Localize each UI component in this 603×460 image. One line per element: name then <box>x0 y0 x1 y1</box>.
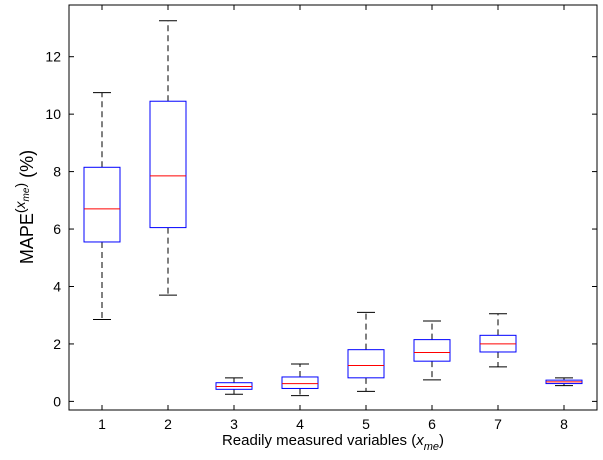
y-axis-label: MAPE(xme) (%) <box>12 150 37 264</box>
y-tick-label: 6 <box>53 221 61 237</box>
box-2 <box>149 20 187 296</box>
x-tick-label: 4 <box>296 416 304 432</box>
y-axis-label-var: x <box>12 200 28 209</box>
x-tick-label: 8 <box>560 416 568 432</box>
y-tick-label: 8 <box>53 164 61 180</box>
box-body <box>347 349 385 379</box>
y-tick-label: 10 <box>45 106 61 122</box>
y-axis-label-unit: (%) <box>17 150 37 178</box>
y-tick-label: 0 <box>53 393 61 409</box>
box-8 <box>545 377 583 387</box>
x-tick-label: 5 <box>362 416 370 432</box>
x-axis-label-var: x <box>415 432 424 449</box>
box-3 <box>215 377 253 395</box>
x-tick-label: 3 <box>230 416 238 432</box>
y-axis-label-sub: me <box>21 187 32 201</box>
x-axis-label-sub: me <box>424 441 439 453</box>
box-body <box>281 376 319 389</box>
y-axis-ticks: 0 2 4 6 8 10 12 <box>45 49 597 409</box>
box-body <box>149 100 187 229</box>
y-axis-label-text: MAPE <box>17 213 37 264</box>
box-7 <box>479 313 517 368</box>
x-tick-label: 2 <box>164 416 172 432</box>
box-1 <box>83 92 121 321</box>
y-axis-label-paren-close: ) <box>12 183 28 188</box>
box-body <box>413 339 451 362</box>
y-tick-label: 12 <box>45 49 61 65</box>
y-tick-label: 2 <box>53 336 61 352</box>
x-axis-label-text: Readily measured variables ( <box>222 432 416 449</box>
y-tick-label: 4 <box>53 278 61 294</box>
plot-area <box>68 4 598 411</box>
y-axis-label-paren-open: ( <box>12 208 28 213</box>
x-axis-label: Readily measured variables (xme) <box>222 432 444 453</box>
box-5 <box>347 311 385 392</box>
x-tick-label: 1 <box>98 416 106 432</box>
x-axis-label-close: ) <box>439 432 444 449</box>
box-group <box>83 20 583 397</box>
box-4 <box>281 363 319 397</box>
x-tick-label: 6 <box>428 416 436 432</box>
x-tick-label: 7 <box>494 416 502 432</box>
box-body <box>83 166 121 243</box>
box-6 <box>413 320 451 381</box>
x-axis-ticks: 1 2 3 4 5 6 7 8 <box>98 5 568 432</box>
